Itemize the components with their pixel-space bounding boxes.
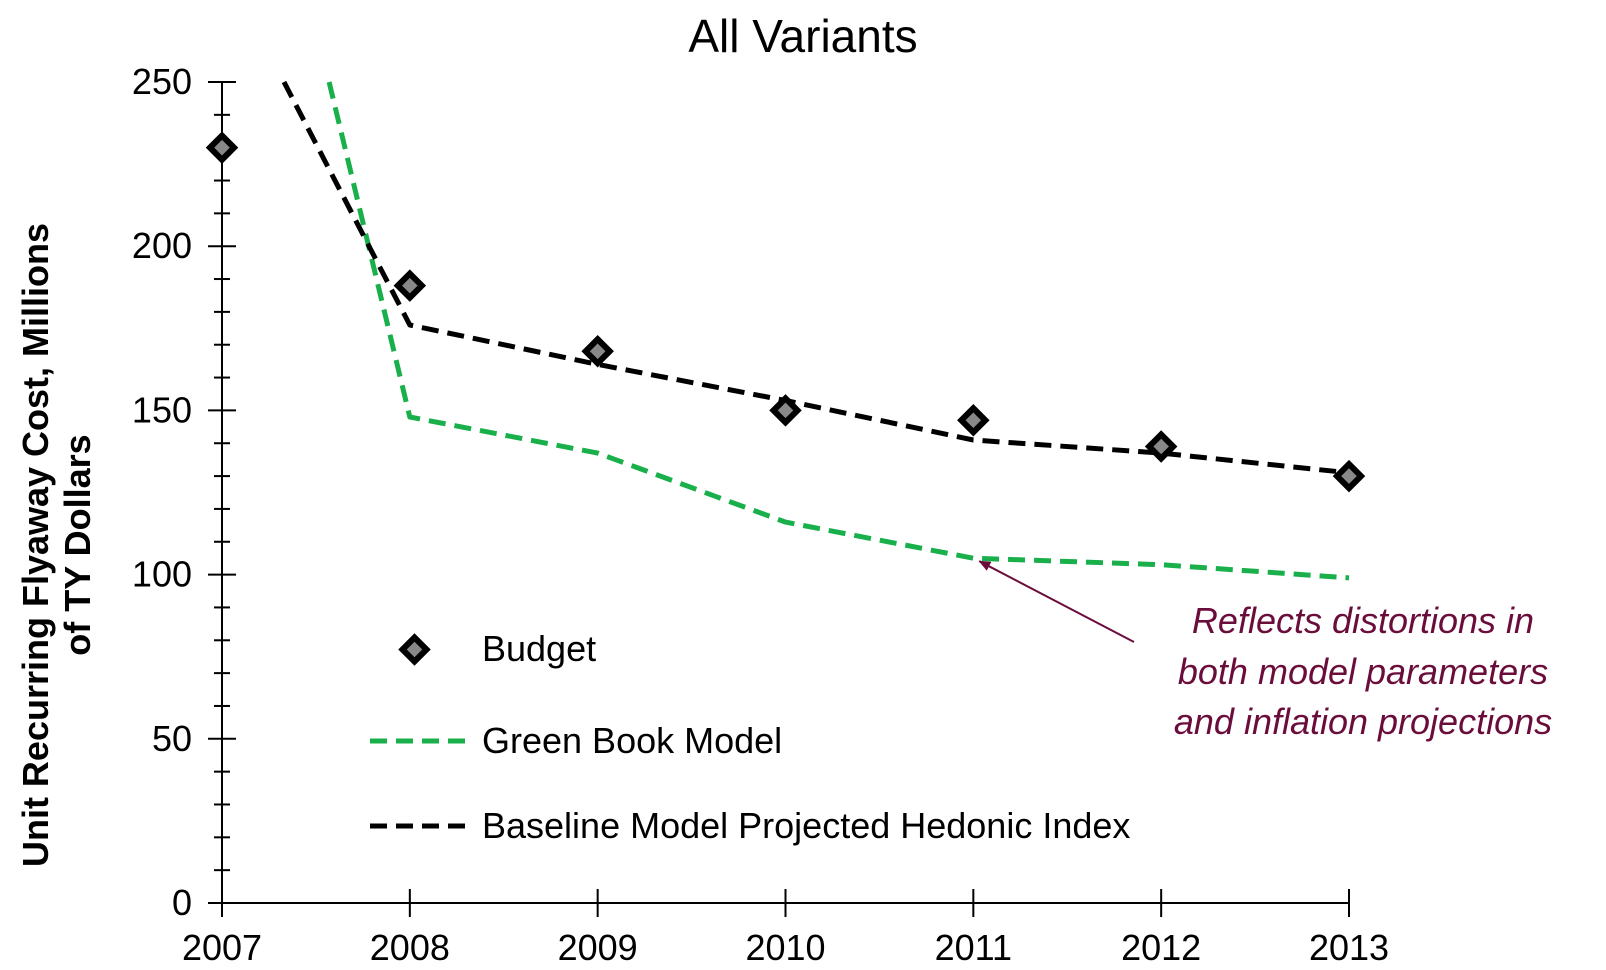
x-tick-label: 2012: [1121, 927, 1201, 968]
y-tick-label: 100: [132, 554, 192, 595]
green-book-model-line: [326, 81, 1350, 581]
y-axis-label: Unit Recurring Flyaway Cost, Millions of…: [15, 223, 98, 867]
x-tick-label: 2008: [370, 927, 450, 968]
budget-marker: [393, 269, 427, 302]
annotation: Reflects distortions in both model param…: [978, 560, 1552, 742]
x-tick-label: 2013: [1309, 927, 1389, 968]
budget-marker: [1332, 459, 1366, 493]
y-tick-label: 250: [132, 61, 192, 102]
x-tick-label: 2011: [935, 927, 1012, 968]
annotation-arrow: [978, 560, 1135, 643]
y-tick-label: 150: [132, 389, 192, 430]
x-tick-label: 2007: [182, 927, 262, 968]
annotation-line-3: and inflation projections: [1174, 701, 1552, 742]
series-layer: [205, 80, 1366, 581]
legend-item-baseline-model: Baseline Model Projected Hedonic Index: [370, 805, 1130, 846]
annotation-line-2: both model parameters: [1178, 651, 1548, 692]
x-tick-label: 2010: [745, 927, 825, 968]
legend-diamond-marker: [398, 633, 431, 666]
axes: 0 50 100 150 200 250 2007 2008 2009 2010 2011 2012 2…: [132, 61, 1389, 968]
budget-marker: [205, 131, 239, 164]
legend-label-green-book-model: Green Book Model: [482, 720, 782, 761]
y-axis-label-line-2: of TY Dollars: [57, 434, 98, 655]
budget-marker: [1144, 430, 1178, 463]
y-tick-label: 200: [132, 225, 192, 266]
x-tick-label: 2009: [558, 927, 638, 968]
legend-label-budget: Budget: [482, 628, 596, 669]
legend-item-budget: Budget: [398, 628, 596, 669]
y-tick-label: 0: [172, 882, 192, 923]
legend: Budget Green Book Model Baseline Model P…: [370, 628, 1130, 846]
budget-marker: [769, 394, 802, 427]
chart-title: All Variants: [688, 10, 917, 62]
legend-label-baseline-model: Baseline Model Projected Hedonic Index: [482, 805, 1130, 846]
annotation-line-1: Reflects distortions in: [1192, 600, 1534, 641]
baseline-model-line: [281, 80, 1350, 476]
budget-marker: [957, 403, 990, 437]
y-tick-label: 50: [152, 718, 192, 759]
y-axis-label-line-1: Unit Recurring Flyaway Cost, Millions: [15, 223, 56, 867]
legend-item-green-book-model: Green Book Model: [370, 720, 782, 761]
budget-marker: [581, 335, 614, 368]
